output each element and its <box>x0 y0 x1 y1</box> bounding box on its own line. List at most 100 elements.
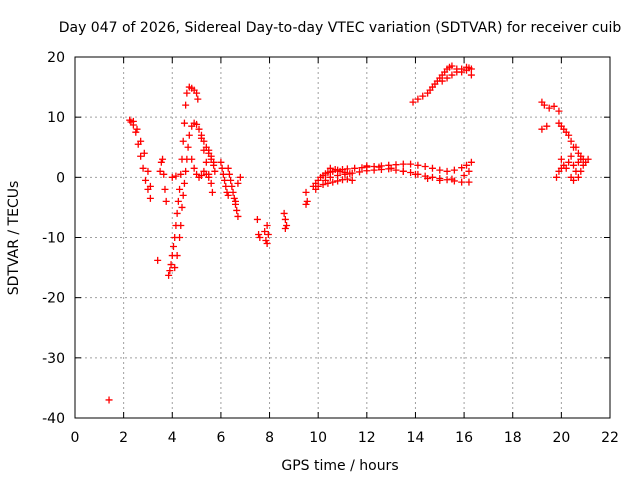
data-point <box>172 172 180 180</box>
data-point <box>321 176 329 184</box>
data-point <box>185 131 193 139</box>
data-point <box>225 170 233 178</box>
x-tick-label: 2 <box>119 430 128 446</box>
data-point <box>443 167 451 175</box>
data-point <box>407 160 415 168</box>
data-point <box>182 101 190 109</box>
y-tick-label: 0 <box>56 170 65 186</box>
y-tick-label: 20 <box>47 50 65 66</box>
data-point <box>463 161 471 169</box>
data-point <box>263 240 271 248</box>
data-point <box>436 176 444 184</box>
data-point <box>375 163 383 171</box>
data-point <box>105 396 113 404</box>
data-point <box>182 167 190 175</box>
data-point <box>567 137 575 145</box>
x-tick-label: 4 <box>168 430 177 446</box>
data-point <box>219 170 227 178</box>
x-tick-label: 12 <box>358 430 376 446</box>
data-point <box>570 176 578 184</box>
data-point <box>553 173 560 181</box>
data-point <box>574 173 582 181</box>
data-point <box>176 185 184 193</box>
data-point <box>200 137 208 145</box>
data-point <box>343 165 351 173</box>
data-point <box>453 68 461 76</box>
data-point <box>557 155 565 163</box>
data-point <box>255 230 263 238</box>
data-point <box>207 152 215 160</box>
data-point <box>223 188 231 196</box>
data-point <box>256 234 264 241</box>
data-point <box>555 107 563 115</box>
data-point <box>331 166 339 174</box>
data-point <box>314 182 322 190</box>
data-point <box>281 215 289 223</box>
data-point <box>229 188 237 196</box>
x-tick-label: 8 <box>265 430 274 446</box>
data-point <box>302 188 310 196</box>
data-point <box>132 128 140 136</box>
data-point <box>188 155 196 163</box>
data-point <box>567 152 575 160</box>
x-axis-label: GPS time / hours <box>281 458 398 474</box>
data-point <box>424 175 432 183</box>
data-point <box>210 158 218 166</box>
data-point <box>436 166 444 174</box>
data-point <box>205 173 213 181</box>
data-point <box>224 164 232 172</box>
data-point <box>281 224 289 232</box>
data-point <box>146 194 154 202</box>
data-point <box>180 119 188 127</box>
data-point <box>218 164 226 172</box>
data-point <box>438 77 446 85</box>
data-point <box>165 271 173 279</box>
data-point <box>463 63 471 71</box>
data-point <box>370 166 378 174</box>
data-point <box>234 179 242 187</box>
data-point <box>159 155 167 163</box>
data-point <box>161 185 169 193</box>
data-point <box>205 146 213 154</box>
data-point <box>137 137 145 145</box>
data-point <box>230 194 238 202</box>
data-point <box>176 234 184 241</box>
x-tick-label: 6 <box>216 430 225 446</box>
data-point <box>319 181 327 189</box>
data-point <box>169 243 177 251</box>
y-tick-label: -10 <box>42 231 65 247</box>
x-tick-label: 10 <box>309 430 327 446</box>
data-point <box>448 71 456 79</box>
data-point <box>228 182 236 190</box>
data-point <box>129 117 137 125</box>
data-point <box>565 158 573 166</box>
data-point <box>144 167 152 175</box>
y-tick-label: 10 <box>47 110 65 126</box>
data-point <box>570 161 578 169</box>
data-point <box>168 173 176 181</box>
data-points <box>105 62 592 404</box>
data-point <box>142 176 150 184</box>
data-point <box>329 178 337 186</box>
y-tick-label: -20 <box>42 291 65 307</box>
data-point <box>419 92 427 100</box>
data-point <box>356 168 364 176</box>
data-point <box>222 182 230 190</box>
data-point <box>262 237 270 245</box>
data-point <box>584 155 592 163</box>
data-point <box>458 178 466 186</box>
data-point <box>302 200 310 208</box>
data-point <box>574 149 582 157</box>
data-point <box>343 175 351 183</box>
data-point <box>162 197 170 205</box>
x-tick-label: 20 <box>552 430 570 446</box>
data-point <box>154 256 162 264</box>
data-point <box>392 166 400 174</box>
data-point <box>540 101 548 109</box>
data-point <box>173 252 181 260</box>
data-point <box>217 158 225 166</box>
data-point <box>336 167 344 175</box>
data-point <box>197 172 205 180</box>
data-point <box>160 170 168 178</box>
